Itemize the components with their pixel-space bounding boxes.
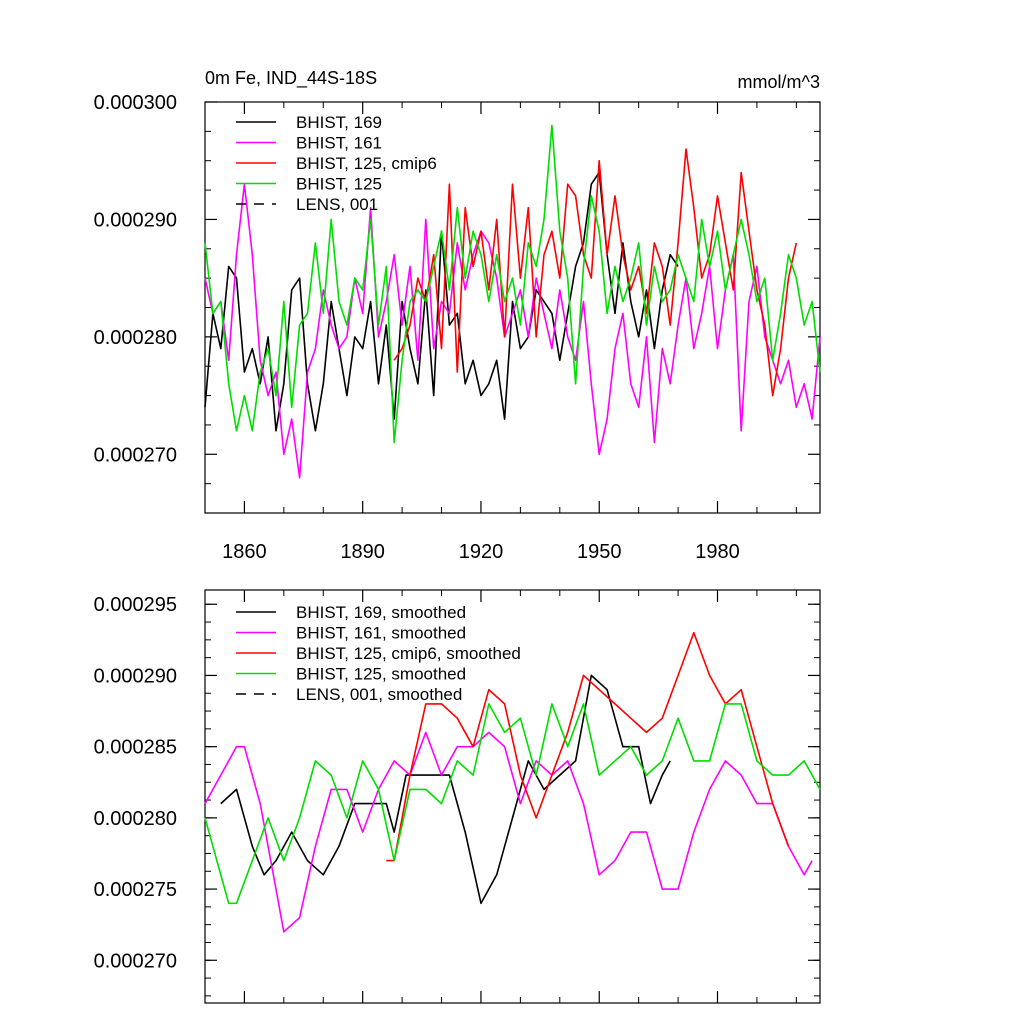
legend-label: BHIST, 169 — [296, 113, 382, 132]
y-tick-label: 0.000300 — [94, 92, 177, 114]
legend-label: BHIST, 161, smoothed — [296, 624, 466, 643]
y-tick-label: 0.000290 — [94, 665, 177, 687]
legend-label: LENS, 001, smoothed — [296, 685, 462, 704]
y-tick-label: 0.000285 — [94, 737, 177, 759]
legend-label: BHIST, 125 — [296, 175, 382, 194]
y-tick-label: 0.000270 — [94, 950, 177, 972]
series-line — [386, 631, 790, 862]
y-tick-label: 0.000280 — [94, 808, 177, 830]
y-tick-label: 0.000280 — [94, 327, 177, 349]
y-tick-label: 0.000295 — [94, 594, 177, 616]
series-line — [204, 703, 821, 905]
top-panel: 0m Fe, IND_44S-18S mmol/m^3 1860 1890 1920… — [94, 68, 821, 563]
top-panel-units: mmol/m^3 — [738, 72, 820, 92]
top-panel-title: 0m Fe, IND_44S-18S — [205, 68, 377, 89]
bottom-panel: 0.000295 0.000290 0.000285 0.000280 0.000275… — [94, 589, 821, 1004]
legend-label: BHIST, 125, cmip6 — [296, 154, 437, 173]
x-tick-label: 1920 — [459, 541, 504, 563]
series-line — [393, 148, 798, 397]
series-line — [220, 674, 671, 905]
y-tick-label: 0.000270 — [94, 444, 177, 466]
plot-frame — [204, 589, 821, 1004]
legend: BHIST, 169, smoothed BHIST, 161, smoothed… — [236, 603, 521, 704]
x-tick-label: 1890 — [340, 541, 385, 563]
legend-label: BHIST, 161 — [296, 134, 382, 153]
series-line — [204, 731, 813, 933]
series-line — [204, 183, 821, 479]
legend-label: BHIST, 125, smoothed — [296, 665, 466, 684]
legend-label: LENS, 001 — [296, 195, 378, 214]
legend-label: BHIST, 125, cmip6, smoothed — [296, 644, 521, 663]
y-tick-label: 0.000275 — [94, 879, 177, 901]
x-tick-label: 1950 — [577, 541, 622, 563]
legend-label: BHIST, 169, smoothed — [296, 603, 466, 622]
y-tick-label: 0.000290 — [94, 209, 177, 231]
series-line — [204, 124, 821, 444]
x-tick-label: 1980 — [695, 541, 740, 563]
x-tick-label: 1860 — [222, 541, 267, 563]
